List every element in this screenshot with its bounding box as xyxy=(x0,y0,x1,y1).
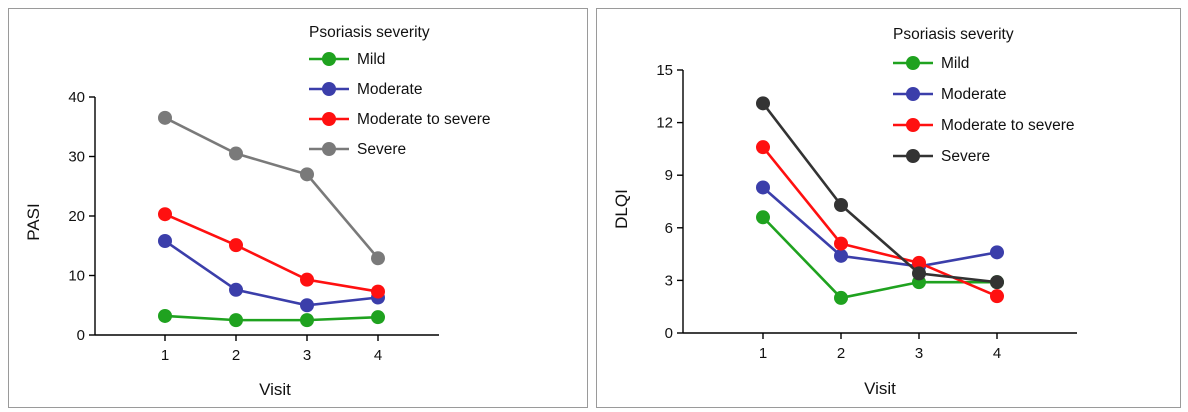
legend-marker-severe xyxy=(322,142,336,156)
series-line-moderate xyxy=(164,239,379,307)
legend-label-moderate-to-severe: Moderate to severe xyxy=(941,117,1075,134)
x-tick-label: 3 xyxy=(303,347,311,364)
data-point-moderate-to-severe xyxy=(229,238,243,253)
data-point-moderate-to-severe xyxy=(300,272,314,287)
data-point-severe xyxy=(756,96,770,111)
y-tick-label: 20 xyxy=(68,208,85,225)
legend-marker-moderate xyxy=(322,82,336,96)
data-point-moderate-to-severe xyxy=(371,284,385,299)
y-tick-label: 0 xyxy=(665,325,673,342)
pasi-line-chart: 0 10 20 30 40 1 2 3 4 Visit PASI Psoriasis severity… xyxy=(24,24,491,399)
y-tick-label: 0 xyxy=(77,327,85,344)
series-line-moderate-to-severe xyxy=(761,146,998,298)
legend-marker-mild xyxy=(906,56,920,70)
data-point-severe xyxy=(229,146,243,161)
series-line-severe xyxy=(164,116,379,260)
data-point-moderate xyxy=(834,248,848,263)
x-tick-label: 1 xyxy=(161,347,169,364)
legend-marker-mild xyxy=(322,52,336,66)
legend-marker-moderate xyxy=(906,87,920,101)
legend-label-moderate: Moderate xyxy=(357,81,422,98)
legend-label-severe: Severe xyxy=(941,148,990,165)
legend-marker-moderate-to-severe xyxy=(906,118,920,132)
x-axis-title: Visit xyxy=(864,379,896,398)
legend-label-moderate: Moderate xyxy=(941,86,1006,103)
y-tick-label: 6 xyxy=(665,220,673,237)
pasi-chart-panel: 0 10 20 30 40 1 2 3 4 Visit PASI Psoriasis severity… xyxy=(8,8,588,408)
x-tick-label: 2 xyxy=(232,347,240,364)
legend-label-severe: Severe xyxy=(357,141,406,158)
data-point-mild xyxy=(371,310,385,325)
y-tick-label: 3 xyxy=(665,272,673,289)
x-axis-title: Visit xyxy=(259,380,291,399)
legend-marker-moderate-to-severe xyxy=(322,112,336,126)
y-axis-title: DLQI xyxy=(612,189,631,229)
series-line-mild xyxy=(164,314,379,322)
data-point-moderate-to-severe xyxy=(158,207,172,222)
legend-title: Psoriasis severity xyxy=(309,24,430,41)
x-tick-label: 3 xyxy=(915,345,923,362)
legend-label-mild: Mild xyxy=(941,55,969,72)
data-point-moderate-to-severe xyxy=(756,140,770,155)
x-tick-label: 4 xyxy=(993,345,1001,362)
series-line-moderate xyxy=(762,186,998,268)
data-point-mild xyxy=(158,308,172,323)
data-point-severe xyxy=(158,110,172,125)
data-point-moderate xyxy=(756,180,770,195)
legend-title: Psoriasis severity xyxy=(893,26,1014,43)
legend-label-moderate-to-severe: Moderate to severe xyxy=(357,111,491,128)
data-point-severe xyxy=(912,266,926,281)
y-tick-label: 10 xyxy=(68,268,85,285)
data-point-moderate-to-severe xyxy=(990,289,1004,304)
x-tick-label: 2 xyxy=(837,345,845,362)
x-tick-label: 4 xyxy=(374,347,382,364)
series-line-moderate-to-severe xyxy=(164,213,379,293)
data-point-moderate xyxy=(300,298,314,313)
legend-label-mild: Mild xyxy=(357,51,385,68)
y-tick-label: 9 xyxy=(665,167,673,184)
dlqi-chart-panel: 0 3 6 9 12 15 1 2 3 4 Visit DLQI Psoriasis severity M… xyxy=(596,8,1181,408)
x-tick-label: 1 xyxy=(759,345,767,362)
data-point-moderate xyxy=(158,233,172,248)
data-point-moderate-to-severe xyxy=(834,236,848,251)
legend-marker-severe xyxy=(906,149,920,163)
series-line-mild xyxy=(762,216,997,300)
y-tick-label: 30 xyxy=(68,149,85,166)
data-point-severe xyxy=(990,275,1004,290)
y-tick-label: 40 xyxy=(68,89,85,106)
y-tick-label: 12 xyxy=(656,115,673,132)
data-point-mild xyxy=(756,210,770,225)
data-point-moderate xyxy=(229,282,243,297)
data-point-severe xyxy=(834,198,848,213)
data-point-mild xyxy=(834,290,848,305)
data-point-moderate xyxy=(990,245,1004,260)
series-line-severe xyxy=(761,102,998,284)
data-point-mild xyxy=(300,313,314,328)
data-point-severe xyxy=(371,251,385,266)
data-point-severe xyxy=(300,167,314,182)
data-point-mild xyxy=(229,313,243,328)
y-tick-label: 15 xyxy=(656,62,673,79)
y-axis-title: PASI xyxy=(24,203,43,240)
data-point-moderate-to-severe xyxy=(912,255,926,270)
